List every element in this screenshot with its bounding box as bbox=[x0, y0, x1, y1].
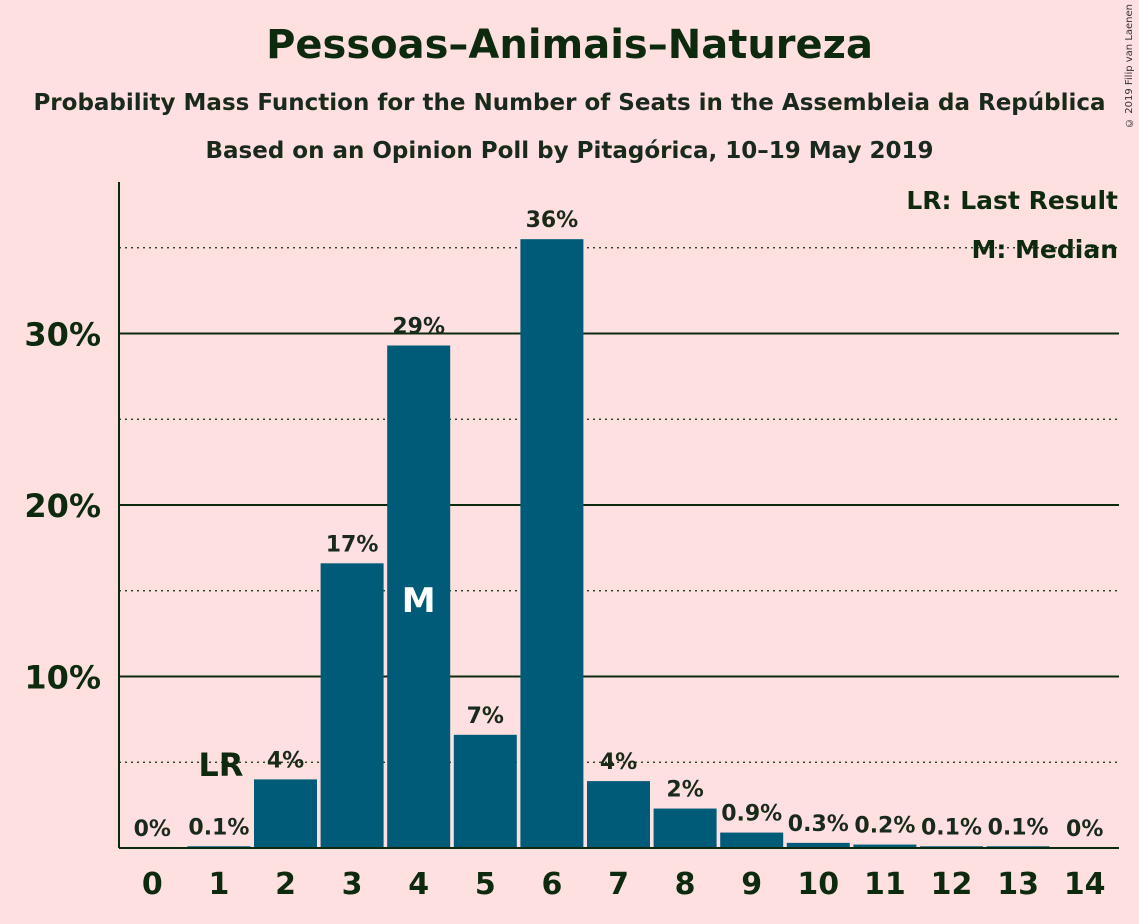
bars bbox=[187, 239, 1050, 849]
y-tick-label: 10% bbox=[24, 659, 101, 697]
gridlines bbox=[119, 247, 1119, 763]
y-tick-label: 20% bbox=[24, 487, 101, 525]
x-tick-label-4: 4 bbox=[408, 867, 429, 902]
x-tick-label-6: 6 bbox=[541, 867, 562, 902]
legend: LR: Last Result M: Median bbox=[906, 186, 1118, 264]
bar-7 bbox=[587, 781, 650, 848]
chart-subtitle: Probability Mass Function for the Number… bbox=[33, 90, 1106, 116]
value-label-7: 4% bbox=[600, 750, 637, 775]
value-label-3: 17% bbox=[326, 532, 379, 557]
x-tick-label-12: 12 bbox=[931, 867, 973, 902]
value-label-14: 0% bbox=[1066, 817, 1103, 842]
bar-10 bbox=[786, 842, 850, 848]
value-labels: 0% 0.1%4%17%29%7%36%4%2%0.9% 0.3% 0.2% 0.1% 0… bbox=[134, 208, 1104, 842]
chart-title: Pessoas–Animais–Natureza bbox=[266, 22, 873, 68]
x-tick-label-11: 11 bbox=[864, 867, 906, 902]
value-label-4: 29% bbox=[392, 315, 445, 340]
bar-11 bbox=[853, 844, 917, 848]
legend-median: M: Median bbox=[971, 235, 1118, 264]
bar-2 bbox=[254, 779, 317, 848]
value-label-5: 7% bbox=[467, 704, 504, 729]
bar-9 bbox=[720, 832, 784, 848]
value-label-8: 2% bbox=[666, 778, 703, 803]
value-label-13: 0.1% bbox=[988, 815, 1049, 840]
x-tick-label-7: 7 bbox=[608, 867, 629, 902]
x-tick-label-1: 1 bbox=[208, 867, 229, 902]
bar-5 bbox=[453, 734, 517, 848]
chart-source-line: Based on an Opinion Poll by Pitagórica, … bbox=[205, 138, 934, 164]
x-tick-label-8: 8 bbox=[675, 867, 696, 902]
value-label-0: 0% bbox=[134, 817, 171, 842]
bar-8 bbox=[653, 808, 717, 848]
y-tick-labels: 10% 20% 30% bbox=[24, 316, 101, 697]
x-tick-label-3: 3 bbox=[342, 867, 363, 902]
value-label-6: 36% bbox=[526, 208, 579, 233]
bar-3 bbox=[320, 563, 384, 848]
y-tick-label: 30% bbox=[24, 316, 101, 354]
value-label-1: 0.1% bbox=[188, 815, 249, 840]
median-marker: M bbox=[402, 581, 436, 621]
x-tick-labels: 0 1 2 3 4 5 6 7 8 9 10 11 12 13 14 bbox=[142, 867, 1106, 902]
x-tick-label-14: 14 bbox=[1064, 867, 1106, 902]
legend-last-result: LR: Last Result bbox=[906, 186, 1118, 215]
bar-6 bbox=[520, 239, 584, 849]
x-tick-label-5: 5 bbox=[475, 867, 496, 902]
x-tick-label-2: 2 bbox=[275, 867, 296, 902]
value-label-2: 4% bbox=[267, 748, 304, 773]
x-tick-label-13: 13 bbox=[997, 867, 1039, 902]
value-label-10: 0.3% bbox=[788, 812, 849, 837]
bar-4 bbox=[387, 345, 451, 848]
x-tick-label-10: 10 bbox=[797, 867, 839, 902]
last-result-marker: LR bbox=[198, 746, 243, 784]
value-label-12: 0.1% bbox=[921, 815, 982, 840]
value-label-11: 0.2% bbox=[854, 814, 915, 839]
axes bbox=[118, 182, 1119, 849]
value-label-9: 0.9% bbox=[721, 802, 782, 827]
x-tick-label-0: 0 bbox=[142, 867, 163, 902]
x-tick-label-9: 9 bbox=[741, 867, 762, 902]
